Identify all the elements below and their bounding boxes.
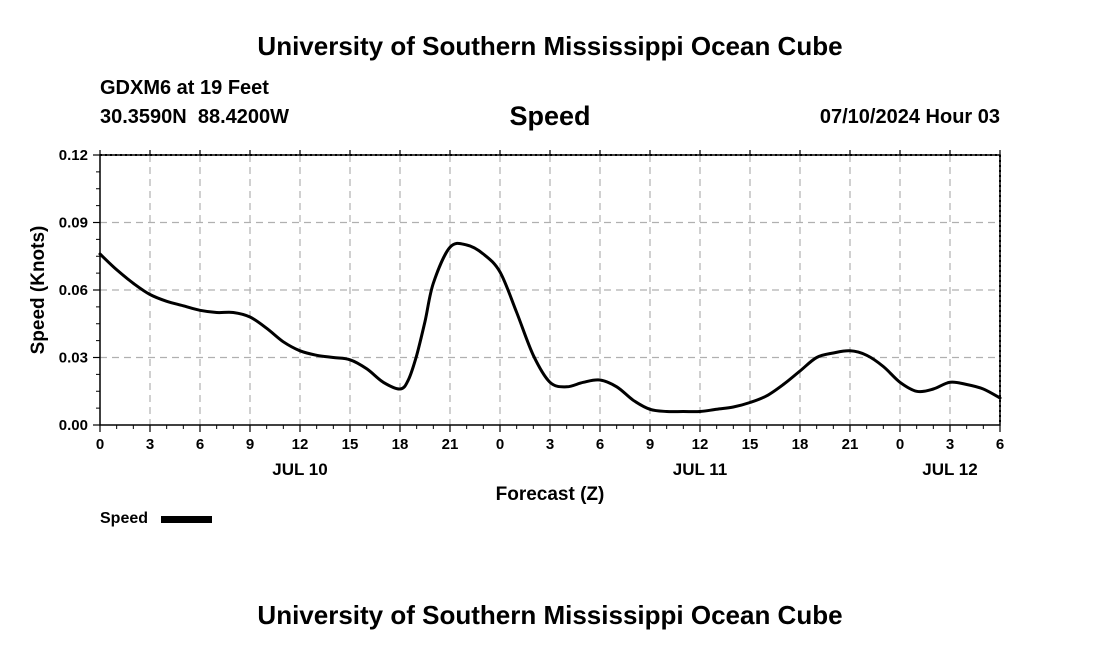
y-tick-label: 0.00 <box>59 417 88 434</box>
date-label: JUL 12 <box>922 460 977 479</box>
x-tick-label: 0 <box>496 436 504 453</box>
x-tick-label: 0 <box>96 436 104 453</box>
x-tick-label: 0 <box>896 436 904 453</box>
y-tick-label: 0.09 <box>59 215 88 232</box>
x-tick-label: 12 <box>292 436 309 453</box>
x-tick-label: 3 <box>946 436 954 453</box>
x-tick-label: 12 <box>692 436 709 453</box>
y-tick-label: 0.06 <box>59 282 88 299</box>
x-tick-label: 9 <box>246 436 254 453</box>
y-tick-labels: 0.00 0.03 0.06 0.09 0.12 <box>59 147 88 434</box>
footer-title: University of Southern Mississippi Ocean… <box>257 600 843 630</box>
x-tick-label: 6 <box>596 436 604 453</box>
x-tick-label: 3 <box>146 436 154 453</box>
y-axis-title: Speed (Knots) <box>28 226 49 355</box>
station-label: GDXM6 at 19 Feet <box>100 77 269 99</box>
datetime-label: 07/10/2024 Hour 03 <box>819 106 1000 128</box>
date-label: JUL 10 <box>272 460 327 479</box>
coordinates-label: 30.3590N 88.4200W <box>100 106 290 128</box>
x-tick-label: 21 <box>842 436 859 453</box>
date-labels: JUL 10 JUL 11 JUL 12 <box>272 460 977 479</box>
x-tick-label: 15 <box>742 436 759 453</box>
speed-series-line <box>98 241 1002 414</box>
axis-ticks <box>93 150 1001 432</box>
chart-title: Speed <box>509 101 591 131</box>
x-tick-label: 18 <box>792 436 809 453</box>
x-tick-label: 3 <box>546 436 554 453</box>
x-tick-label: 15 <box>342 436 359 453</box>
page-title: University of Southern Mississippi Ocean… <box>257 31 843 61</box>
grid-lines <box>100 155 1000 425</box>
x-tick-label: 18 <box>392 436 409 453</box>
y-tick-label: 0.03 <box>59 350 88 367</box>
date-label: JUL 11 <box>673 460 728 479</box>
y-tick-label: 0.12 <box>59 147 88 164</box>
legend-label: Speed <box>100 510 149 527</box>
x-tick-label: 9 <box>646 436 654 453</box>
x-tick-label: 6 <box>196 436 204 453</box>
legend-swatch <box>161 516 212 523</box>
x-axis-title: Forecast (Z) <box>496 484 605 505</box>
x-tick-label: 6 <box>996 436 1004 453</box>
x-tick-labels: 0 3 6 9 12 15 18 21 0 3 6 9 12 15 18 21 0 3 6 <box>96 436 1004 453</box>
x-tick-label: 21 <box>442 436 459 453</box>
